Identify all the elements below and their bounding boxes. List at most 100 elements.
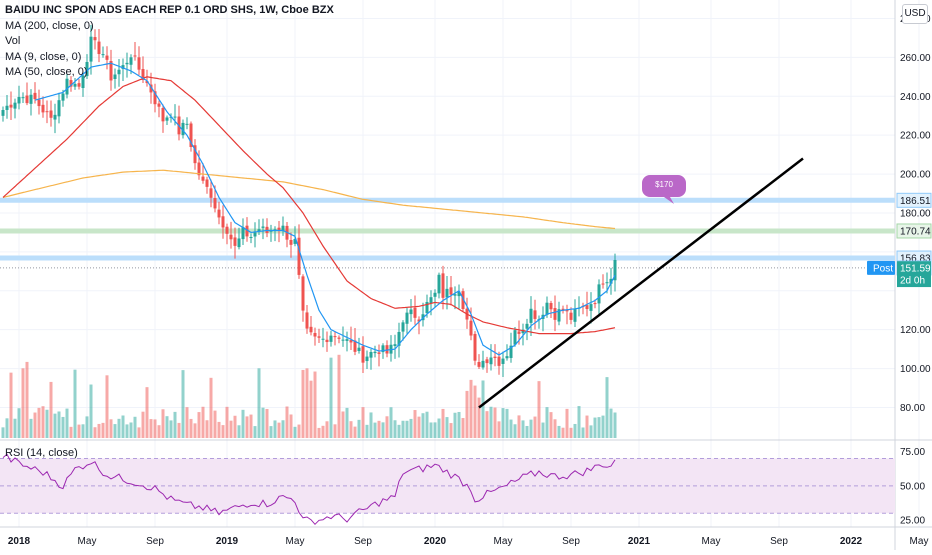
price-badge-label: 156.83 xyxy=(900,254,931,265)
candle-body xyxy=(221,216,225,228)
chart-legend: BAIDU INC SPON ADS EACH REP 0.1 ORD SHS,… xyxy=(5,3,334,81)
volume-bar xyxy=(389,407,393,438)
volume-bar xyxy=(485,411,489,438)
volume-bar xyxy=(65,408,69,438)
legend-ma9[interactable]: MA (9, close, 0) xyxy=(5,50,82,63)
candle-body xyxy=(233,237,237,246)
legend-ma50[interactable]: MA (50, close, 0) xyxy=(5,66,88,78)
price-badge-label: 170.74 xyxy=(900,226,931,237)
rsi-tick-label: 75.00 xyxy=(900,447,925,458)
candle-body xyxy=(5,105,9,110)
rsi-legend[interactable]: RSI (14, close) xyxy=(5,447,78,459)
volume-bar xyxy=(229,420,233,438)
volume-bar xyxy=(125,424,129,438)
legend-ma200[interactable]: MA (200, close, 0) xyxy=(5,19,94,32)
volume-bar xyxy=(329,357,333,438)
candle-body xyxy=(585,305,589,310)
volume-bar xyxy=(441,408,445,438)
candle-body xyxy=(469,320,473,336)
volume-bar xyxy=(273,420,277,438)
volume-bar xyxy=(73,369,77,438)
trendline xyxy=(478,157,804,409)
candle-body xyxy=(505,356,509,359)
candle-body xyxy=(137,57,141,70)
candle-body xyxy=(193,145,197,164)
legend-vol[interactable]: Vol xyxy=(5,35,21,47)
volume-bar xyxy=(321,425,325,438)
candle-body xyxy=(321,338,325,340)
volume-bar xyxy=(105,375,109,438)
volume-bar xyxy=(285,406,289,438)
volume-bar xyxy=(493,407,497,438)
volume-bar xyxy=(505,408,509,438)
volume-bar xyxy=(113,424,117,438)
volume-bar xyxy=(221,425,225,438)
volume-bar xyxy=(293,426,297,438)
candle-body xyxy=(25,95,29,104)
volume-bar xyxy=(573,423,577,438)
time-tick-label: May xyxy=(702,536,721,547)
price-badge-label: 151.59 xyxy=(900,264,931,275)
volume-bar xyxy=(533,416,537,438)
volume-bar xyxy=(361,407,365,438)
volume-bar xyxy=(21,368,25,438)
volume-bar xyxy=(313,371,317,438)
volume-bar xyxy=(49,381,53,438)
symbol-title: BAIDU INC SPON ADS EACH REP 0.1 ORD SHS,… xyxy=(5,4,334,16)
volume-bar xyxy=(301,369,305,438)
volume-bar xyxy=(205,420,209,438)
price-badge xyxy=(897,261,931,276)
candle-body xyxy=(197,162,201,176)
candle-body xyxy=(145,81,149,84)
time-tick-label: 2018 xyxy=(8,536,31,547)
candle-body xyxy=(93,37,97,41)
volume-bar xyxy=(169,420,173,438)
candle-body xyxy=(449,287,453,295)
candle-body xyxy=(525,323,529,329)
candle-body xyxy=(493,356,497,359)
candle-body xyxy=(353,340,357,352)
rsi-tick-label: 50.00 xyxy=(900,481,925,492)
currency-button[interactable]: USD xyxy=(902,4,928,24)
candle-body xyxy=(29,94,33,104)
candle-body xyxy=(437,274,441,294)
candle-body xyxy=(417,319,421,322)
ma200-line xyxy=(2,169,616,230)
candle-body xyxy=(229,234,233,240)
volume-bar xyxy=(553,419,557,438)
candle-body xyxy=(521,329,525,334)
volume-bar xyxy=(209,377,213,438)
time-tick-label: Sep xyxy=(562,536,580,547)
price-tick-label: 200.00 xyxy=(900,170,931,181)
candle-body xyxy=(181,122,185,136)
volume-bar xyxy=(97,423,101,438)
volume-bar xyxy=(417,416,421,438)
candle-body xyxy=(313,332,317,337)
volume-bar xyxy=(561,427,565,438)
volume-bar xyxy=(33,412,37,438)
candle-body xyxy=(393,344,397,346)
candle-body xyxy=(501,358,505,364)
volume-bar xyxy=(569,427,573,438)
volume-bar xyxy=(109,419,113,438)
volume-bar xyxy=(557,425,561,438)
volume-bar xyxy=(489,406,493,438)
volume-bar xyxy=(157,425,161,438)
volume-bar xyxy=(461,418,465,438)
candle-body xyxy=(153,91,157,105)
volume-bar xyxy=(261,407,265,438)
candle-body xyxy=(17,96,21,104)
volume-bar xyxy=(437,418,441,438)
candle-body xyxy=(273,229,277,231)
volume-bar xyxy=(137,427,141,438)
volume-bar xyxy=(369,412,373,438)
candle-body xyxy=(9,104,13,108)
candle-body xyxy=(185,123,189,125)
volume-bar xyxy=(37,407,41,438)
candle-body xyxy=(529,308,533,323)
post-badge xyxy=(867,260,895,275)
candle-body xyxy=(105,55,109,60)
rsi-line xyxy=(2,453,616,526)
